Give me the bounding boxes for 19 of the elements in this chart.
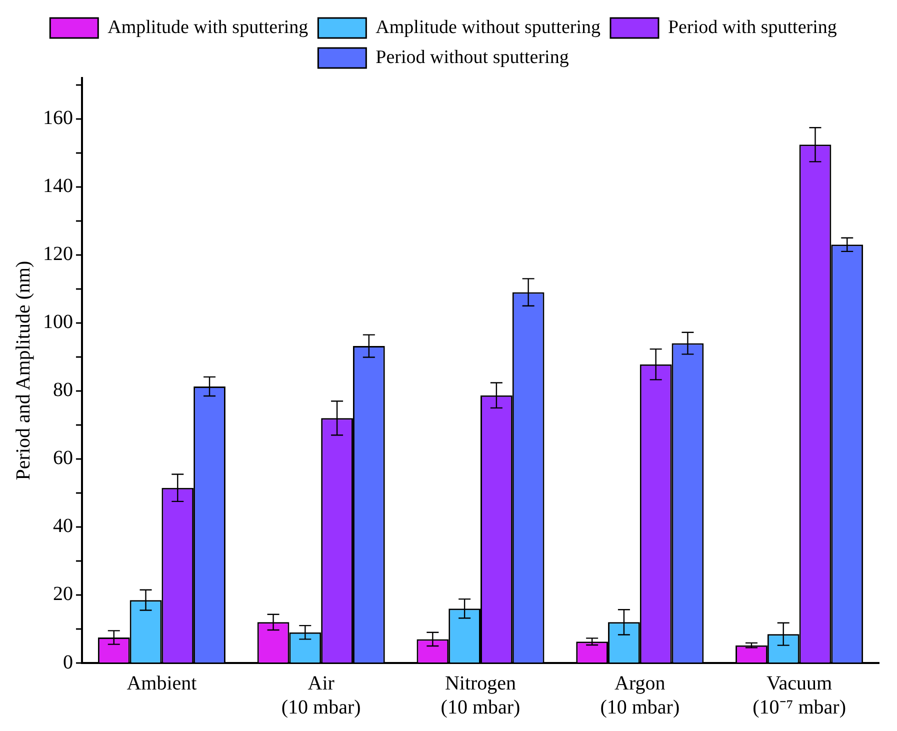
y-tick-label: 120 xyxy=(43,243,73,266)
x-tick-label: Nitrogen (10 mbar) xyxy=(440,672,520,718)
x-tick-label: Vacuum (10⁻⁷ mbar) xyxy=(752,672,846,718)
legend-label: Period without sputtering xyxy=(376,46,570,68)
y-tick-label: 60 xyxy=(53,447,73,470)
y-tick-label: 140 xyxy=(43,175,73,198)
y-axis-title: Period and Amplitude (nm) xyxy=(12,260,34,480)
legend-label: Amplitude with sputtering xyxy=(108,16,309,38)
y-tick-label: 40 xyxy=(53,515,73,538)
y-tick-label: 100 xyxy=(43,311,73,334)
x-tick-label: Argon (10 mbar) xyxy=(600,672,680,718)
y-tick-label: 160 xyxy=(43,107,73,130)
legend-label: Amplitude without sputtering xyxy=(376,16,601,38)
y-tick-label: 80 xyxy=(53,379,73,402)
y-tick-label: 0 xyxy=(63,651,73,674)
x-tick-label: Ambient xyxy=(126,672,198,694)
y-tick-label: 20 xyxy=(53,583,73,606)
x-tick-label: Air (10 mbar) xyxy=(281,672,361,718)
legend-label: Period with sputtering xyxy=(668,16,838,38)
